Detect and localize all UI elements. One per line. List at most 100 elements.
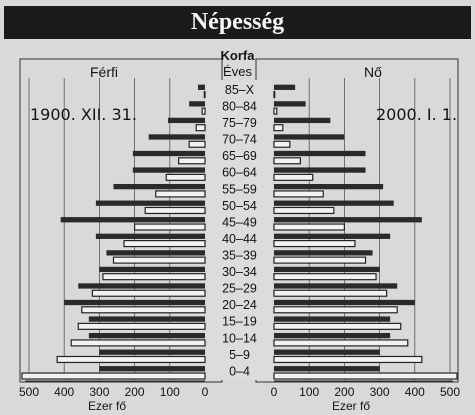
bar-1900-no <box>273 206 335 215</box>
age-group-label: 45–49 <box>222 215 257 229</box>
bar-1900-no <box>273 306 398 314</box>
x-tick-label-left: 500 <box>19 385 39 399</box>
age-group-label: 85–X <box>225 83 255 97</box>
age-group-label: 20–24 <box>222 298 257 312</box>
age-group-label: 30–34 <box>222 265 257 279</box>
bar-2000-ferfi <box>189 101 205 107</box>
bar-2000-no <box>274 217 422 223</box>
x-tick-label-left: 100 <box>160 385 180 399</box>
x-tick-label-right: 300 <box>370 385 390 399</box>
right-date-label: 2000. I. 1. <box>376 105 458 124</box>
x-tick-label-right: 0 <box>271 385 278 399</box>
bar-2000-no <box>274 233 391 239</box>
bar-2000-ferfi <box>113 183 205 190</box>
bar-2000-no <box>274 134 345 140</box>
bar-2000-ferfi <box>78 283 205 289</box>
left-date-label: 1900. XII. 31. <box>30 105 137 124</box>
bar-2000-ferfi <box>99 349 205 355</box>
bar-1900-no <box>273 355 423 364</box>
bar-1900-ferfi <box>91 289 206 297</box>
x-axis-title-right: Ezer fő <box>332 399 371 413</box>
age-group-label: 55–59 <box>222 182 257 196</box>
bar-1900-no <box>273 240 356 248</box>
bar-1900-ferfi <box>56 355 206 364</box>
age-group-label: 60–64 <box>222 166 257 180</box>
bar-2000-no <box>274 167 366 173</box>
age-group-label: 5–9 <box>229 348 250 362</box>
bar-1900-no <box>273 91 276 99</box>
bar-1900-ferfi <box>155 190 206 198</box>
bar-1900-ferfi <box>102 273 206 281</box>
x-axis-title-left: Ezer fő <box>88 399 127 413</box>
bar-2000-no <box>274 349 380 355</box>
x-tick-label-left: 300 <box>89 385 109 399</box>
bar-2000-no <box>274 101 306 107</box>
bar-1900-no <box>273 157 301 165</box>
bar-2000-ferfi <box>132 167 205 173</box>
x-tick-label-left: 0 <box>202 385 209 399</box>
bar-1900-ferfi <box>123 240 206 248</box>
age-group-label: 15–19 <box>222 315 257 329</box>
age-group-label: 40–44 <box>222 232 257 246</box>
bar-1900-ferfi <box>70 339 206 347</box>
age-group-label: 25–29 <box>222 282 257 296</box>
age-label-band <box>207 80 272 380</box>
bar-2000-ferfi <box>60 217 206 223</box>
bar-1900-ferfi <box>165 173 206 181</box>
age-group-label: 0–4 <box>229 364 250 378</box>
bar-1900-no <box>273 322 402 330</box>
bar-1900-ferfi <box>195 124 206 132</box>
bar-1900-ferfi <box>112 256 206 264</box>
chart-title: Korfa <box>220 48 255 63</box>
x-tick-label-right: 100 <box>299 385 319 399</box>
bar-1900-no <box>273 339 409 347</box>
bar-2000-ferfi <box>88 332 205 339</box>
left-panel-label: Férfi <box>90 64 118 80</box>
bar-2000-no <box>274 200 394 206</box>
x-tick-label-right: 400 <box>405 385 425 399</box>
bar-1900-ferfi <box>144 206 206 215</box>
x-tick-label-left: 200 <box>125 385 145 399</box>
bar-1900-no <box>273 256 367 264</box>
bar-2000-ferfi <box>168 117 205 124</box>
x-tick-label-right: 200 <box>334 385 354 399</box>
right-panel-label: Nő <box>364 64 382 80</box>
bar-2000-no <box>274 150 366 157</box>
bar-1900-no <box>273 124 284 132</box>
x-tick-label-left: 400 <box>54 385 74 399</box>
bar-2000-no <box>274 283 398 289</box>
bar-1900-ferfi <box>188 140 206 148</box>
chart-subtitle: Éves <box>223 64 252 79</box>
bar-2000-ferfi <box>197 84 205 90</box>
bar-1900-no <box>273 107 278 115</box>
bar-2000-no <box>274 266 380 273</box>
age-group-label: 80–84 <box>222 99 257 113</box>
bar-2000-no <box>274 366 380 372</box>
age-group-label: 75–79 <box>222 116 257 130</box>
bar-2000-no <box>274 183 384 190</box>
age-group-label: 70–74 <box>222 133 257 147</box>
bar-2000-ferfi <box>88 316 205 322</box>
bar-2000-no <box>274 250 373 256</box>
bar-1900-no <box>273 223 346 231</box>
bar-1900-no <box>273 372 458 380</box>
age-group-label: 50–54 <box>222 199 257 213</box>
bar-2000-no <box>274 84 296 90</box>
bar-1900-ferfi <box>81 306 206 314</box>
bar-2000-ferfi <box>132 150 205 157</box>
bar-2000-ferfi <box>64 299 205 306</box>
bar-1900-no <box>273 273 377 281</box>
bar-2000-no <box>274 316 391 322</box>
bar-2000-ferfi <box>99 366 205 372</box>
bar-2000-ferfi <box>95 233 205 239</box>
bar-1900-ferfi <box>134 223 206 231</box>
bar-1900-ferfi <box>203 91 206 99</box>
banner-title: Népesség <box>4 6 471 39</box>
bar-2000-ferfi <box>106 250 205 256</box>
age-group-label: 35–39 <box>222 248 257 262</box>
bar-2000-no <box>274 332 391 339</box>
bar-2000-no <box>274 299 415 306</box>
age-group-label: 10–14 <box>222 331 257 345</box>
